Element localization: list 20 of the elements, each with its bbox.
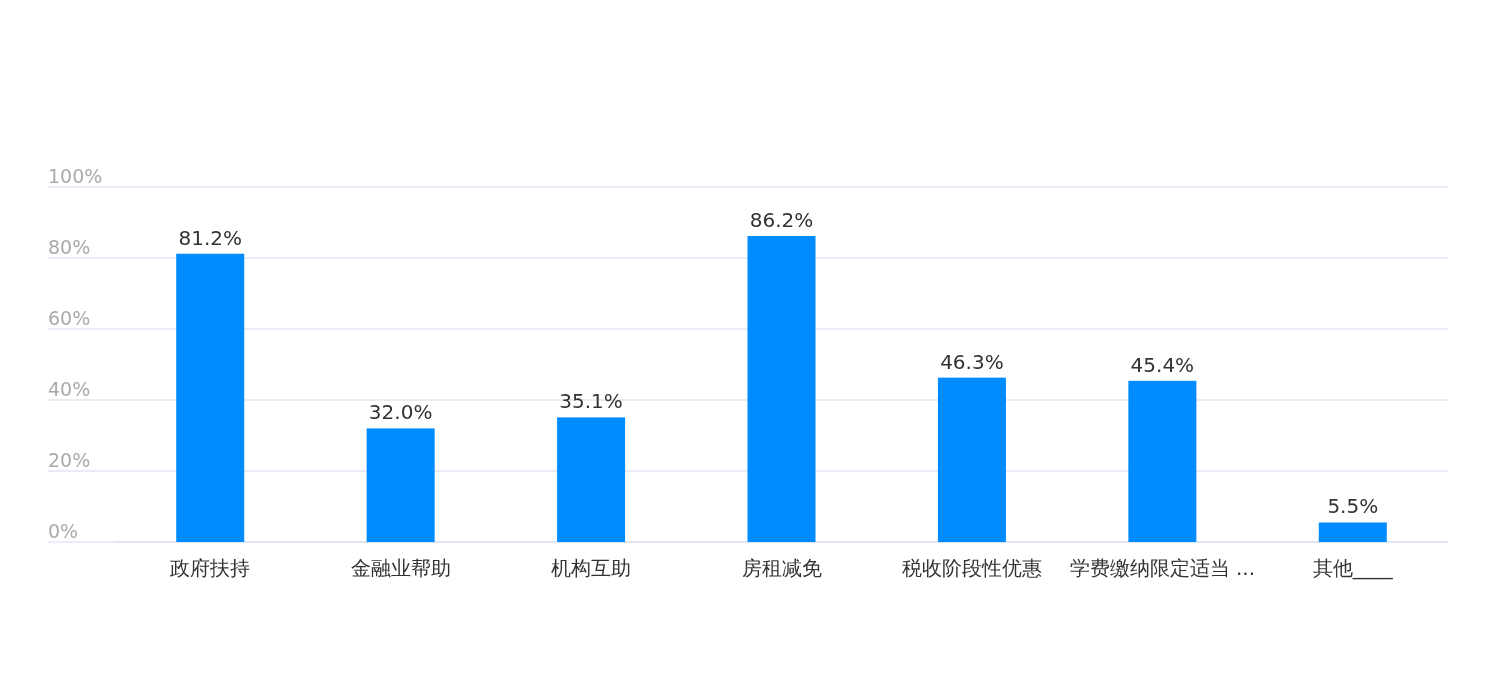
y-tick-label: 60% — [48, 307, 91, 329]
data-label: 81.2% — [178, 225, 242, 250]
data-label: 86.2% — [749, 207, 814, 232]
x-tick-label: 政府扶持 — [170, 556, 251, 580]
x-tick-label: 税收阶段性优惠 — [901, 556, 1042, 580]
y-tick-label: 40% — [48, 378, 91, 400]
data-label: 35.1% — [559, 389, 623, 414]
data-label: 46.3% — [940, 349, 1004, 374]
y-tick-label: 100% — [48, 165, 103, 187]
data-label: 5.5% — [1327, 494, 1379, 519]
x-tick-label: 其他____ — [1312, 556, 1394, 580]
x-tick-label: 学费缴纳限定适当 ... — [1069, 556, 1256, 580]
data-label: 32.0% — [368, 400, 433, 425]
y-tick-label: 0% — [48, 520, 79, 542]
y-tick-label: 20% — [48, 449, 91, 471]
x-tick-label: 房租减免 — [741, 556, 822, 580]
x-tick-label: 机构互助 — [551, 556, 632, 580]
x-tick-label: 金融业帮助 — [350, 556, 451, 580]
y-tick-label: 80% — [48, 236, 91, 258]
data-label: 45.4% — [1130, 352, 1195, 377]
